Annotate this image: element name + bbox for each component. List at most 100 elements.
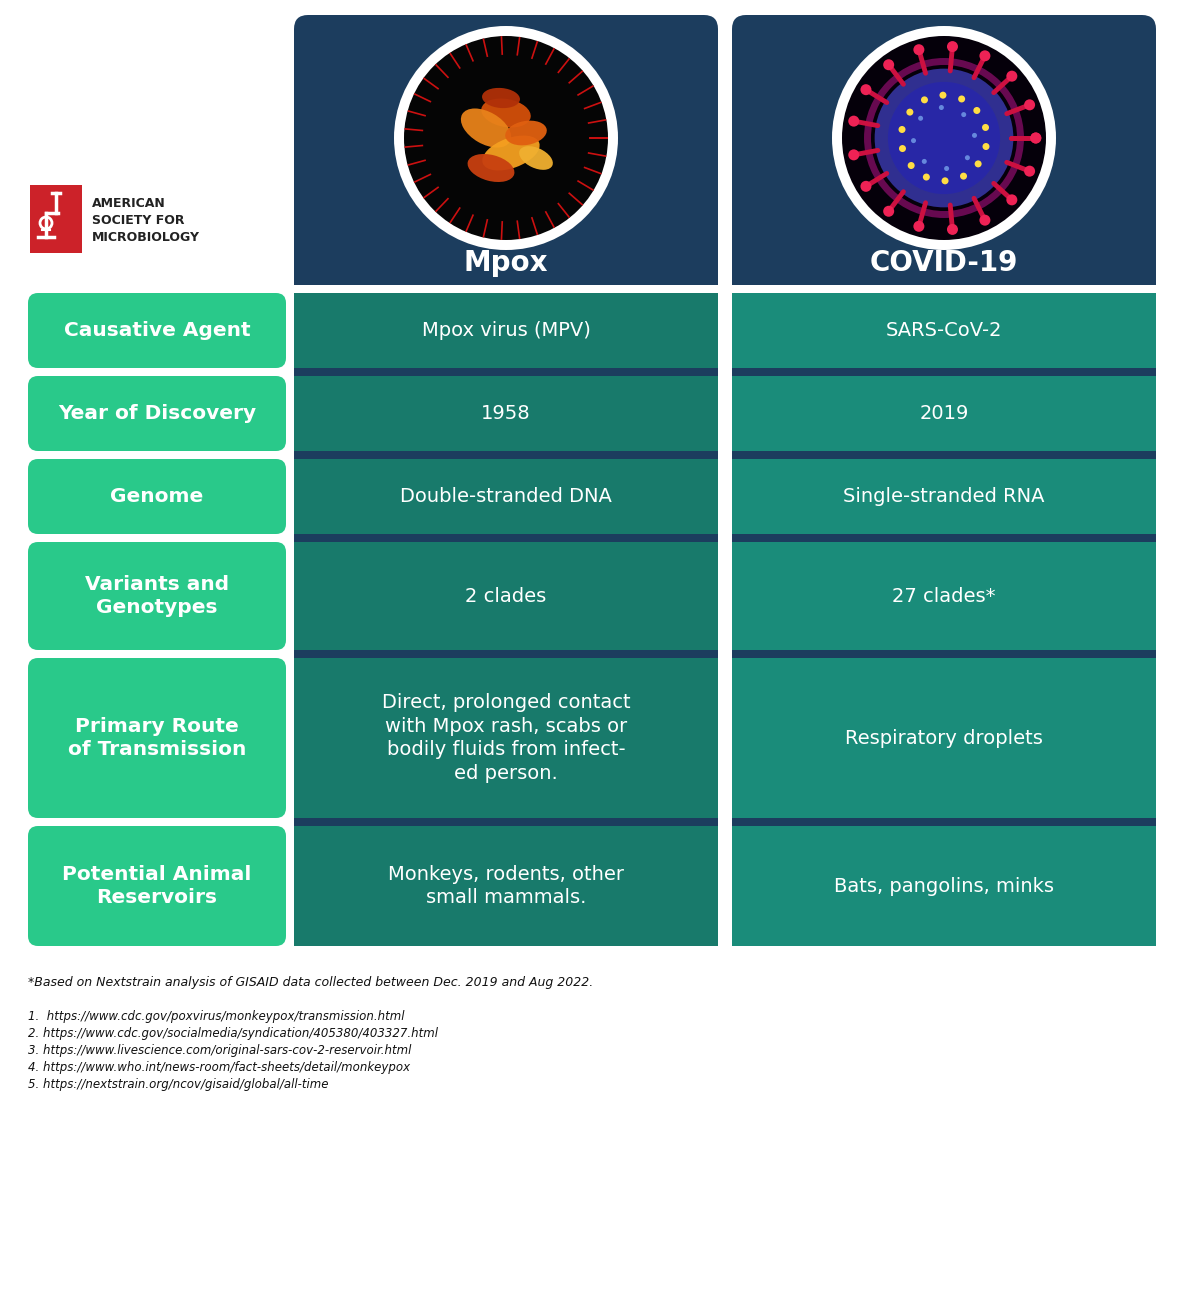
Circle shape: [1006, 70, 1017, 82]
Bar: [732, 650, 1156, 658]
Circle shape: [861, 84, 871, 95]
Text: Direct, prolonged contact
with Mpox rash, scabs or
bodily fluids from infect-
ed: Direct, prolonged contact with Mpox rash…: [381, 693, 630, 783]
Circle shape: [939, 105, 944, 110]
Circle shape: [960, 173, 967, 179]
Bar: [294, 368, 718, 376]
Circle shape: [1030, 133, 1041, 143]
Text: COVID-19: COVID-19: [870, 250, 1018, 277]
Text: Mpox virus (MPV): Mpox virus (MPV): [422, 321, 591, 341]
Text: Single-stranded RNA: Single-stranded RNA: [843, 488, 1044, 506]
Bar: [720, 368, 731, 376]
Ellipse shape: [481, 99, 530, 127]
Circle shape: [972, 133, 977, 138]
Text: Double-stranded DNA: Double-stranded DNA: [400, 488, 612, 506]
FancyBboxPatch shape: [732, 16, 1156, 285]
Circle shape: [848, 116, 860, 126]
Circle shape: [883, 60, 894, 70]
Bar: [294, 255, 718, 285]
Bar: [294, 376, 718, 451]
Text: 2. https://www.cdc.gov/socialmedia/syndication/405380/403327.html: 2. https://www.cdc.gov/socialmedia/syndi…: [28, 1027, 438, 1040]
Bar: [732, 451, 1156, 459]
Circle shape: [842, 36, 1045, 240]
Text: MICROBIOLOGY: MICROBIOLOGY: [92, 231, 200, 244]
Bar: [732, 255, 1156, 285]
Circle shape: [1006, 194, 1017, 205]
Text: AMERICAN: AMERICAN: [92, 198, 166, 211]
Bar: [720, 451, 731, 459]
Circle shape: [983, 143, 990, 150]
Circle shape: [913, 44, 925, 55]
Text: 2019: 2019: [919, 404, 969, 422]
Bar: [732, 826, 1156, 946]
Circle shape: [982, 124, 989, 131]
FancyBboxPatch shape: [294, 16, 718, 285]
Text: *Based on Nextstrain analysis of GISAID data collected between Dec. 2019 and Aug: *Based on Nextstrain analysis of GISAID …: [28, 976, 593, 989]
Text: Respiratory droplets: Respiratory droplets: [845, 728, 1043, 748]
Circle shape: [965, 155, 970, 160]
Bar: [732, 534, 1156, 542]
Bar: [732, 658, 1156, 818]
Text: 5. https://nextstrain.org/ncov/gisaid/global/all-time: 5. https://nextstrain.org/ncov/gisaid/gl…: [28, 1078, 328, 1091]
Bar: [294, 542, 718, 650]
Bar: [720, 650, 731, 658]
Text: 2 clades: 2 clades: [465, 586, 547, 606]
Circle shape: [1024, 165, 1035, 177]
Ellipse shape: [482, 135, 540, 170]
Bar: [732, 459, 1156, 534]
Circle shape: [979, 214, 991, 226]
Circle shape: [973, 107, 980, 114]
Circle shape: [947, 42, 958, 52]
Circle shape: [848, 150, 860, 160]
Circle shape: [1030, 133, 1041, 143]
Circle shape: [861, 181, 871, 192]
Bar: [732, 368, 1156, 376]
Circle shape: [913, 221, 925, 231]
FancyBboxPatch shape: [28, 292, 287, 368]
Bar: [720, 534, 731, 542]
Ellipse shape: [506, 121, 547, 146]
Bar: [294, 459, 718, 534]
Circle shape: [899, 146, 906, 152]
Circle shape: [944, 166, 950, 172]
Bar: [732, 542, 1156, 650]
Bar: [732, 818, 1156, 826]
Ellipse shape: [519, 146, 553, 170]
Circle shape: [947, 224, 958, 235]
Ellipse shape: [482, 88, 520, 108]
Text: Mpox: Mpox: [464, 250, 548, 277]
Circle shape: [1024, 99, 1035, 110]
Circle shape: [883, 205, 894, 217]
FancyBboxPatch shape: [28, 826, 287, 946]
Circle shape: [939, 92, 946, 99]
Circle shape: [394, 26, 618, 250]
Circle shape: [974, 160, 982, 168]
Bar: [294, 451, 718, 459]
Bar: [294, 826, 718, 946]
Text: 1.  https://www.cdc.gov/poxvirus/monkeypox/transmission.html: 1. https://www.cdc.gov/poxvirus/monkeypo…: [28, 1010, 405, 1023]
Bar: [294, 292, 718, 368]
FancyBboxPatch shape: [28, 658, 287, 818]
Circle shape: [875, 69, 1014, 208]
Text: Variants and
Genotypes: Variants and Genotypes: [85, 575, 229, 618]
FancyBboxPatch shape: [28, 459, 287, 534]
Bar: [732, 292, 1156, 368]
Circle shape: [921, 96, 928, 104]
Bar: [294, 818, 718, 826]
Circle shape: [979, 51, 991, 61]
Circle shape: [907, 109, 913, 116]
Text: Potential Animal
Reservoirs: Potential Animal Reservoirs: [63, 864, 252, 907]
Text: Year of Discovery: Year of Discovery: [58, 404, 256, 422]
Bar: [720, 818, 731, 826]
Text: 1958: 1958: [481, 404, 530, 422]
Circle shape: [922, 159, 927, 164]
Circle shape: [941, 177, 948, 185]
Text: 3. https://www.livescience.com/original-sars-cov-2-reservoir.html: 3. https://www.livescience.com/original-…: [28, 1044, 411, 1057]
FancyBboxPatch shape: [28, 542, 287, 650]
Circle shape: [910, 138, 916, 143]
Text: 27 clades*: 27 clades*: [893, 586, 996, 606]
Circle shape: [961, 112, 966, 117]
Text: Causative Agent: Causative Agent: [64, 321, 250, 341]
Bar: [294, 534, 718, 542]
Circle shape: [922, 173, 929, 181]
Circle shape: [918, 116, 924, 121]
